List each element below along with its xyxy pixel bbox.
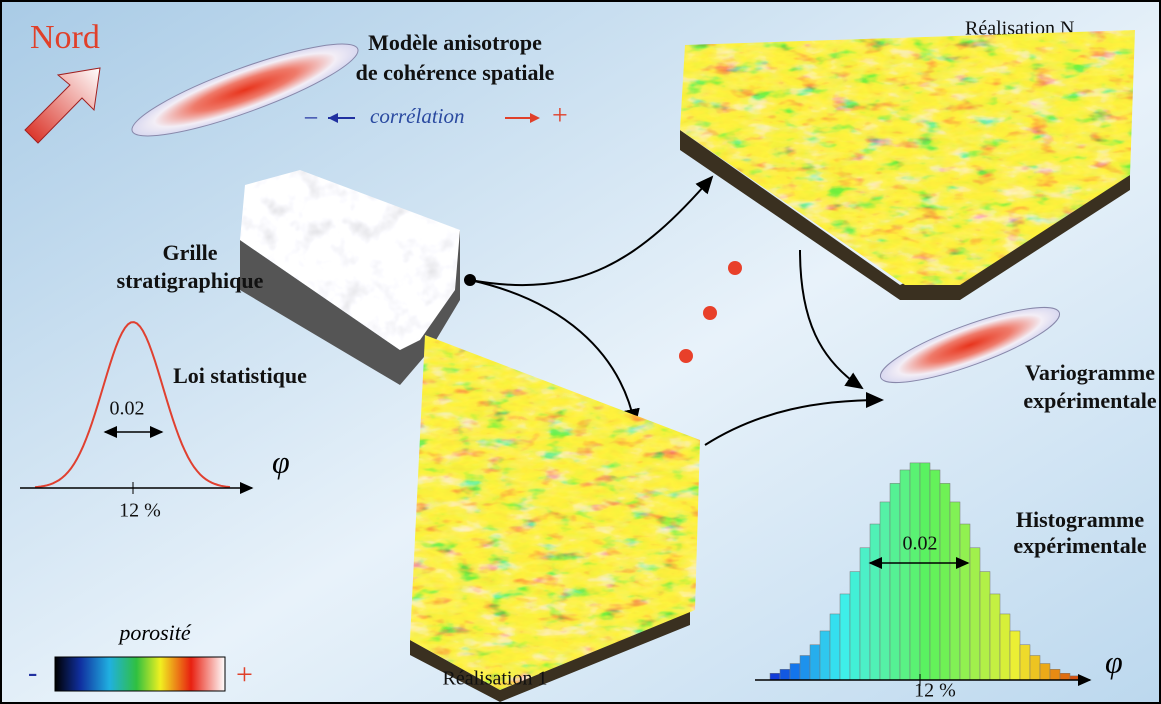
correlation-minus: –: [304, 104, 318, 130]
block-side: [680, 130, 1130, 300]
variogram-ellipse: [879, 306, 1061, 384]
histogram-bar: [819, 630, 831, 681]
grid-block: [240, 170, 460, 350]
realization-block: [680, 30, 1135, 285]
histogram-bar: [899, 469, 911, 681]
model-title: Modèle anisotrope: [368, 30, 542, 55]
histogram-bar: [799, 655, 811, 681]
histogram-bar: [849, 571, 861, 681]
gaussian-curve: [34, 321, 231, 489]
ellipsis-dot: [679, 349, 693, 363]
histogram-bar: [1059, 673, 1071, 681]
flow-arrow: [799, 249, 864, 390]
arrow-head: [328, 113, 338, 123]
mean-label: 12 %: [914, 680, 956, 702]
histogram-bar: [1019, 644, 1031, 681]
anisotropy-ellipse: [131, 43, 359, 137]
histogram-bar: [829, 613, 841, 681]
color-bar: [54, 656, 226, 692]
histogram-bar: [839, 593, 851, 681]
histogram-bar: [1029, 655, 1041, 681]
histogram-bar: [929, 469, 941, 681]
law-title: Loi statistique: [173, 363, 307, 388]
histogram-bar: [779, 669, 791, 681]
histogram-bar: [919, 462, 931, 681]
scale-max: +: [236, 658, 253, 691]
histogram-bar: [909, 462, 921, 681]
histogram-bar: [879, 501, 891, 681]
histogram-bar: [1039, 663, 1051, 681]
histogram-bar: [889, 483, 901, 681]
variogram-label: expérimentale: [1023, 388, 1156, 413]
scale-min: -: [28, 657, 37, 688]
histogram: [769, 462, 1081, 681]
histogram-bar: [999, 613, 1011, 681]
correlation-plus: +: [552, 100, 568, 131]
correlation-label: corrélation: [370, 104, 465, 128]
ellipsis-dot: [703, 306, 717, 320]
porosity-title: porosité: [117, 620, 192, 645]
histogram-bar: [979, 571, 991, 681]
histogram-bar: [789, 663, 801, 681]
mean-label: 12 %: [119, 500, 161, 522]
variogram-label: Variogramme: [1025, 360, 1155, 385]
histogram-bar: [859, 547, 871, 681]
block-side: [410, 610, 690, 702]
realization-label: Réalisation 1: [443, 668, 548, 690]
histogram-bar: [949, 501, 961, 681]
grid-label: Grille: [163, 240, 218, 265]
axis-symbol: φ: [1105, 643, 1123, 679]
histogram-bar: [959, 523, 971, 681]
histogram-bar: [939, 483, 951, 681]
arrow-head: [530, 113, 540, 123]
histogram-bar: [1049, 669, 1061, 681]
width-label: 0.02: [110, 398, 145, 420]
histogram-bar: [809, 644, 821, 681]
ellipsis-dot: [728, 261, 742, 275]
grid-label: stratigraphique: [117, 268, 264, 293]
flow-arrow: [704, 392, 884, 446]
histogram-bar: [1009, 630, 1021, 681]
histogram-bar: [769, 673, 781, 681]
histogram-label: expérimentale: [1013, 533, 1146, 558]
north-arrow: [24, 67, 101, 144]
flow-arrow: [469, 279, 640, 427]
width-label: 0.02: [903, 533, 938, 555]
histogram-bar: [869, 523, 881, 681]
flow-arrow: [469, 175, 714, 287]
north-label: Nord: [30, 19, 100, 56]
histogram-bar: [989, 593, 1001, 681]
histogram-label: Histogramme: [1016, 507, 1145, 532]
model-title: de cohérence spatiale: [356, 60, 555, 85]
histogram-bar: [969, 547, 981, 681]
axis-symbol: φ: [272, 443, 290, 479]
realization-block: [410, 335, 700, 690]
